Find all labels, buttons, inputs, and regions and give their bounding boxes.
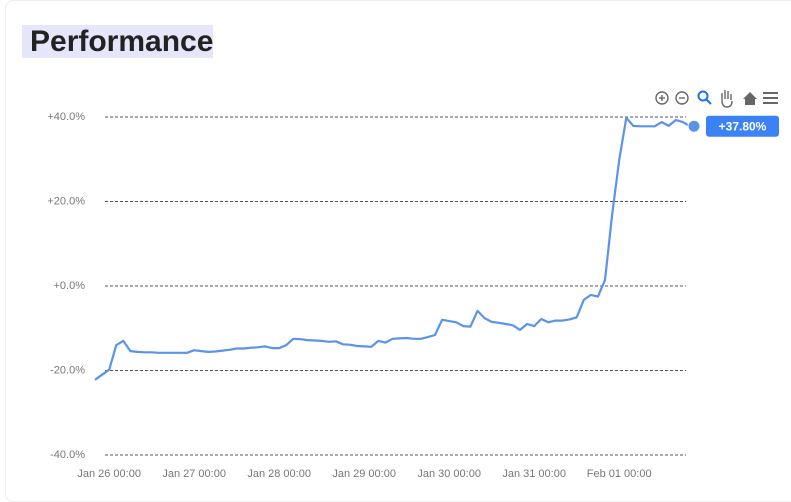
toolbar: [655, 90, 778, 108]
x-tick-label: Jan 26 00:00: [77, 468, 141, 480]
chart: +40.0% +20.0% +0.0% -20.0% -40.0% Jan 26 00:0…: [47, 90, 779, 480]
x-tick-label: Jan 31 00:00: [502, 468, 566, 480]
last-value-label: +37.80%: [719, 119, 767, 133]
title-text: Performance: [22, 25, 214, 58]
y-tick-label: +0.0%: [54, 280, 86, 292]
last-value-badge: [706, 115, 779, 137]
y-tick-label: -20.0%: [50, 364, 85, 376]
zoom-out-button[interactable]: [675, 91, 689, 105]
y-tick-label: +40.0%: [47, 111, 85, 123]
last-value-marker: [687, 119, 701, 133]
x-tick-label: Jan 27 00:00: [162, 468, 226, 480]
menu-button[interactable]: [763, 92, 778, 104]
line-series: [94, 116, 691, 381]
selection-zoom-button[interactable]: [697, 90, 712, 105]
pan-button[interactable]: [721, 90, 733, 108]
zoom-in-button[interactable]: [655, 91, 669, 105]
y-tick-label: +20.0%: [47, 195, 85, 207]
title: Performance: [22, 24, 214, 60]
x-tick-label: Jan 30 00:00: [417, 468, 481, 480]
card: [5, 0, 791, 502]
page: Performance +40.0% +20.0% +0.0% -20.0% -40.0…: [5, 0, 791, 502]
y-tick-label: -40.0%: [50, 449, 85, 461]
x-tick-label: Jan 28 00:00: [247, 468, 311, 480]
x-tick-label: Jan 29 00:00: [332, 468, 396, 480]
reset-button[interactable]: [743, 92, 757, 105]
x-tick-label: Feb 01 00:00: [587, 468, 652, 480]
